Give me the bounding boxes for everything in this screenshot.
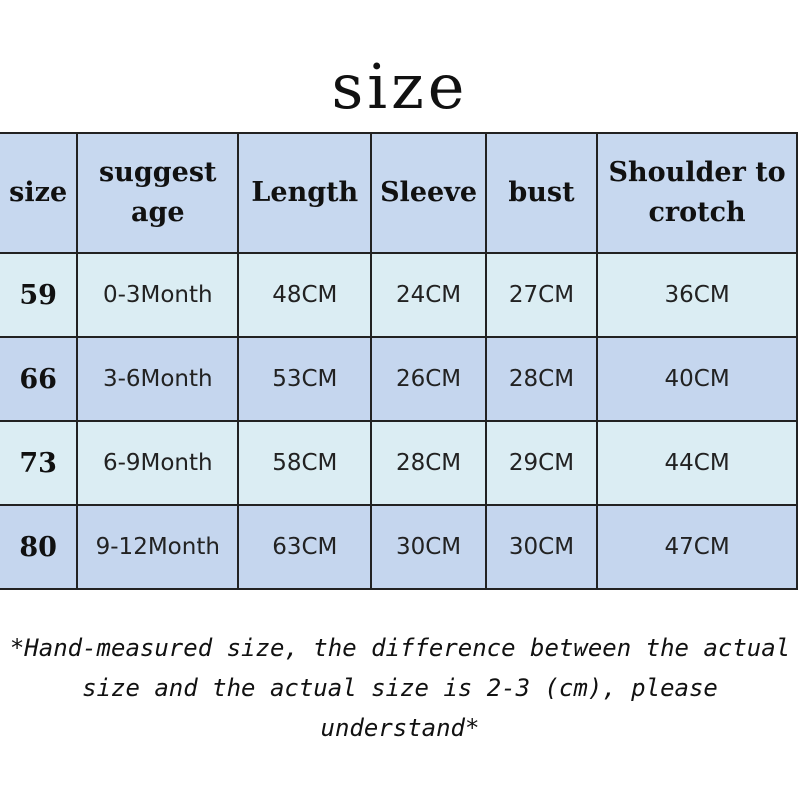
table-row: 59 0-3Month 48CM 24CM 27CM 36CM bbox=[0, 252, 798, 338]
table-row: 73 6-9Month 58CM 28CM 29CM 44CM bbox=[0, 420, 798, 506]
table-cell: 29CM bbox=[484, 420, 599, 506]
size-cell: 80 bbox=[0, 504, 79, 590]
table-cell: 36CM bbox=[596, 252, 798, 338]
table-cell: 27CM bbox=[484, 252, 599, 338]
header-cell: Shoulder to crotch bbox=[596, 132, 798, 254]
header-cell: Sleeve bbox=[370, 132, 487, 254]
size-cell: 59 bbox=[0, 252, 79, 338]
size-table: size suggest age Length Sleeve bust Shou… bbox=[0, 132, 798, 590]
table-cell: 40CM bbox=[596, 336, 798, 422]
table-cell: 6-9Month bbox=[76, 420, 240, 506]
table-row: 66 3-6Month 53CM 26CM 28CM 40CM bbox=[0, 336, 798, 422]
table-row: 80 9-12Month 63CM 30CM 30CM 47CM bbox=[0, 504, 798, 590]
table-cell: 28CM bbox=[484, 336, 599, 422]
table-cell: 44CM bbox=[596, 420, 798, 506]
table-cell: 58CM bbox=[237, 420, 373, 506]
table-cell: 24CM bbox=[370, 252, 487, 338]
table-cell: 63CM bbox=[237, 504, 373, 590]
size-cell: 73 bbox=[0, 420, 79, 506]
header-cell: suggest age bbox=[76, 132, 240, 254]
table-cell: 30CM bbox=[484, 504, 599, 590]
measurement-note: *Hand-measured size, the difference betw… bbox=[9, 634, 791, 742]
header-cell: Length bbox=[237, 132, 373, 254]
page-title: size bbox=[331, 50, 469, 123]
header-cell: size bbox=[0, 132, 79, 254]
table-cell: 48CM bbox=[237, 252, 373, 338]
table-cell: 9-12Month bbox=[76, 504, 240, 590]
table-cell: 3-6Month bbox=[76, 336, 240, 422]
header-row: size suggest age Length Sleeve bust Shou… bbox=[0, 132, 798, 254]
table-cell: 47CM bbox=[596, 504, 798, 590]
table-cell: 30CM bbox=[370, 504, 487, 590]
table-cell: 0-3Month bbox=[76, 252, 240, 338]
table-cell: 28CM bbox=[370, 420, 487, 506]
table-cell: 26CM bbox=[370, 336, 487, 422]
header-cell: bust bbox=[484, 132, 599, 254]
table-cell: 53CM bbox=[237, 336, 373, 422]
size-cell: 66 bbox=[0, 336, 79, 422]
